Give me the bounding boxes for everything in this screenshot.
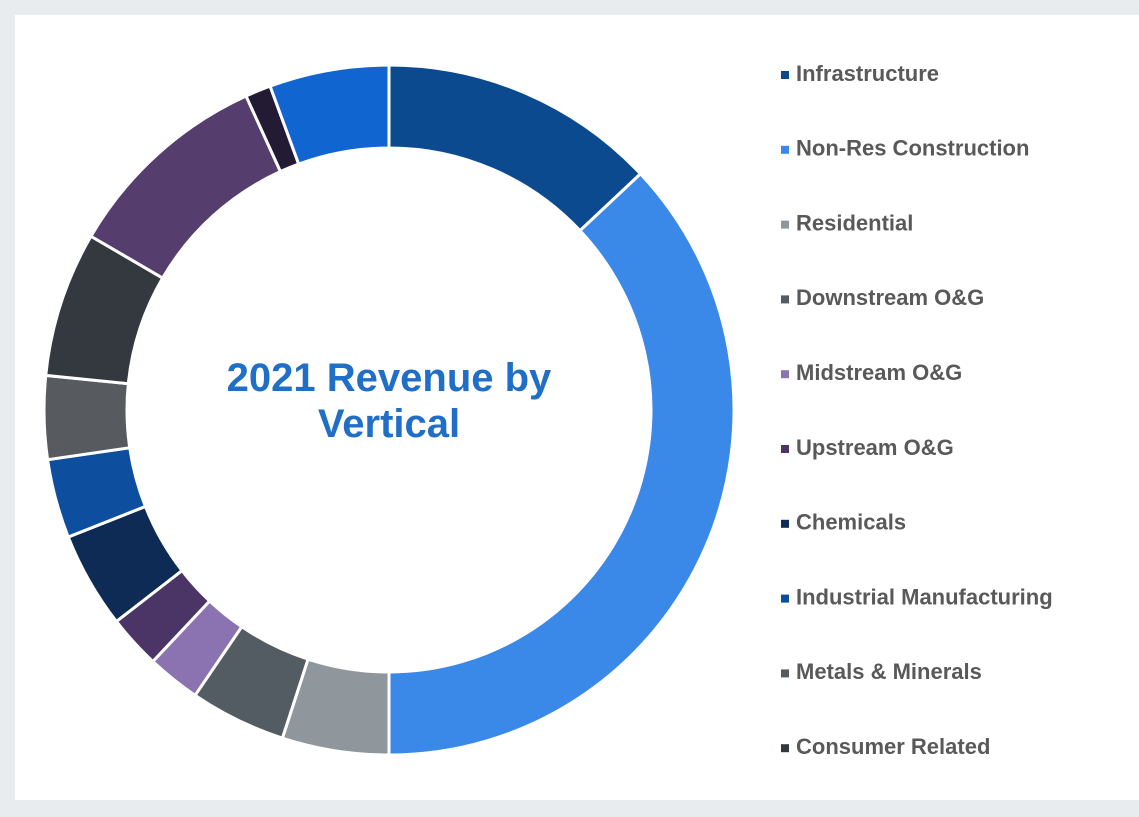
legend-label: Infrastructure — [796, 61, 939, 86]
donut-slice — [88, 94, 283, 281]
legend-label: Non-Res Construction — [796, 136, 1029, 161]
legend-label: Consumer Related — [796, 734, 990, 759]
donut-slice — [42, 373, 132, 462]
legend-marker — [781, 370, 789, 379]
legend-label: Midstream O&G — [796, 360, 962, 385]
legend-label: Chemicals — [796, 510, 906, 535]
chart-title: 2021 Revenue by Vertical — [226, 356, 552, 446]
donut-slice — [387, 63, 643, 233]
legend-marker — [781, 744, 789, 753]
legend-label: Metals & Minerals — [796, 659, 982, 684]
legend-marker — [781, 71, 789, 79]
donut-slice — [268, 63, 391, 166]
legend-label: Upstream O&G — [796, 435, 954, 460]
legend-marker — [781, 519, 789, 528]
legend-marker — [781, 594, 789, 603]
legend-label: Industrial Manufacturing — [796, 584, 1053, 609]
legend-marker — [781, 220, 789, 229]
legend-label: Residential — [796, 210, 913, 235]
donut-slice — [387, 171, 736, 757]
legend-marker — [781, 145, 789, 154]
legend-marker — [781, 445, 789, 453]
legend-marker — [781, 295, 789, 304]
legend-label: Downstream O&G — [796, 285, 984, 310]
legend-marker — [781, 669, 789, 678]
